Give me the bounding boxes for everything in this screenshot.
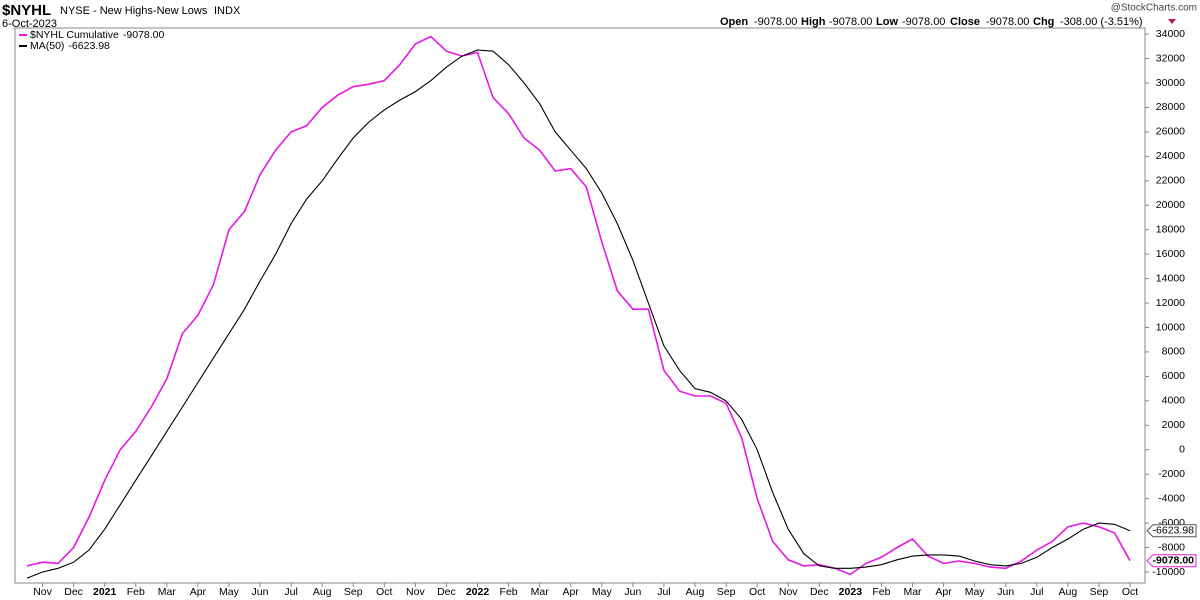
- quote: Open -9078.00 High -9078.00 Low -9078.00…: [720, 16, 1143, 28]
- x-tick-label: Mar: [531, 586, 550, 598]
- x-tick-label: Dec: [810, 586, 829, 598]
- x-tick-label: Mar: [158, 586, 177, 598]
- y-tick-label: 34000: [1156, 28, 1185, 40]
- x-tick-label: Nov: [779, 586, 798, 598]
- symbol: $NYHL: [2, 2, 51, 19]
- y-tick-label: 0: [1179, 444, 1185, 456]
- x-tick-label: May: [965, 586, 986, 598]
- x-tick-label: Jun: [997, 586, 1014, 598]
- x-tick-label: Dec: [64, 586, 83, 598]
- series-line: [26, 49, 1131, 579]
- x-tick-label: Sep: [717, 586, 736, 598]
- x-tick-label: Oct: [376, 586, 392, 598]
- y-tick-label: 32000: [1156, 52, 1185, 64]
- x-tick-label: Sep: [344, 586, 363, 598]
- exchange: INDX: [214, 5, 241, 17]
- x-tick-label: Apr: [563, 586, 580, 598]
- quote-value: -9078.00: [902, 16, 945, 28]
- x-tick-label: Jul: [1030, 586, 1043, 598]
- x-tick-label: Mar: [903, 586, 922, 598]
- x-tick-label: 2023: [839, 586, 863, 598]
- x-tick-label: 2021: [93, 586, 117, 598]
- last-value-label: -9078.00: [1153, 555, 1195, 567]
- x-tick-label: Jul: [284, 586, 297, 598]
- down-arrow: [1168, 19, 1176, 24]
- x-tick-label: Feb: [500, 586, 518, 598]
- y-tick-label: -10000: [1152, 566, 1185, 578]
- quote-label: Chg: [1033, 16, 1054, 28]
- quote-label: Open: [720, 16, 748, 28]
- quote-label: Low: [876, 16, 898, 28]
- last-value-box: [1146, 554, 1197, 568]
- last-value-tag: -9078.00: [1146, 554, 1197, 568]
- last-value-label: -6623.98: [1153, 525, 1195, 537]
- last-value-box: [1146, 524, 1197, 538]
- x-tick-label: Apr: [935, 586, 952, 598]
- x-tick-label: Jul: [657, 586, 670, 598]
- quote-value: -9078.00: [829, 16, 872, 28]
- x-tick-label: May: [219, 586, 240, 598]
- last-value-tag: -6623.98: [1146, 524, 1197, 538]
- quote-label: High: [801, 16, 826, 28]
- x-tick-label: Aug: [313, 586, 332, 598]
- y-tick-label: 10000: [1156, 321, 1185, 333]
- chart-date: 6-Oct-2023: [2, 18, 57, 30]
- x-tick-label: Aug: [1059, 586, 1078, 598]
- x-tick-label: 2022: [466, 586, 490, 598]
- x-tick-label: Jun: [252, 586, 269, 598]
- legend-value: -6623.98: [68, 40, 110, 52]
- quote-label: Close: [950, 16, 980, 28]
- y-tick-label: -2000: [1158, 468, 1185, 480]
- y-tick-label: 2000: [1162, 419, 1186, 431]
- y-tick-label: 22000: [1156, 175, 1185, 187]
- plot-frame: [14, 27, 1146, 584]
- y-tick-label: 8000: [1162, 346, 1186, 358]
- y-tick-label: 24000: [1156, 150, 1185, 162]
- y-tick-label: 12000: [1156, 297, 1185, 309]
- y-tick-label: 14000: [1156, 272, 1185, 284]
- y-tick-label: 26000: [1156, 126, 1185, 138]
- quote-value: -308.00 (-3.51%): [1060, 16, 1143, 28]
- y-tick-label: 4000: [1162, 395, 1186, 407]
- y-tick-label: 20000: [1156, 199, 1185, 211]
- x-tick-label: Dec: [437, 586, 456, 598]
- y-tick-label: -4000: [1158, 492, 1185, 504]
- credit: @StockCharts.com: [1111, 3, 1197, 14]
- x-tick-label: Nov: [33, 586, 52, 598]
- x-tick-label: Apr: [190, 586, 207, 598]
- x-tick-label: Oct: [749, 586, 765, 598]
- y-tick-label: 30000: [1156, 77, 1185, 89]
- legend-value: -9078.00: [123, 29, 165, 41]
- x-tick-label: Oct: [1122, 586, 1138, 598]
- x-tick-label: Nov: [406, 586, 425, 598]
- x-tick-label: May: [592, 586, 613, 598]
- legend-label: $NYHL Cumulative: [30, 29, 119, 41]
- chart-title: NYSE - New Highs-New Lows: [60, 5, 208, 17]
- x-tick-label: Aug: [686, 586, 705, 598]
- y-tick-label: 28000: [1156, 101, 1185, 113]
- y-tick-label: 6000: [1162, 370, 1186, 382]
- series-line: [26, 35, 1131, 576]
- y-tick-label: 16000: [1156, 248, 1185, 260]
- quote-value: -9078.00: [754, 16, 797, 28]
- x-tick-label: Jun: [624, 586, 641, 598]
- quote-value: -9078.00: [986, 16, 1029, 28]
- legend-label: MA(50): [30, 40, 64, 52]
- x-tick-label: Sep: [1090, 586, 1109, 598]
- y-tick-label: 18000: [1156, 223, 1185, 235]
- x-tick-label: Feb: [872, 586, 890, 598]
- x-tick-label: Feb: [127, 586, 145, 598]
- y-tick-label: -8000: [1158, 541, 1185, 553]
